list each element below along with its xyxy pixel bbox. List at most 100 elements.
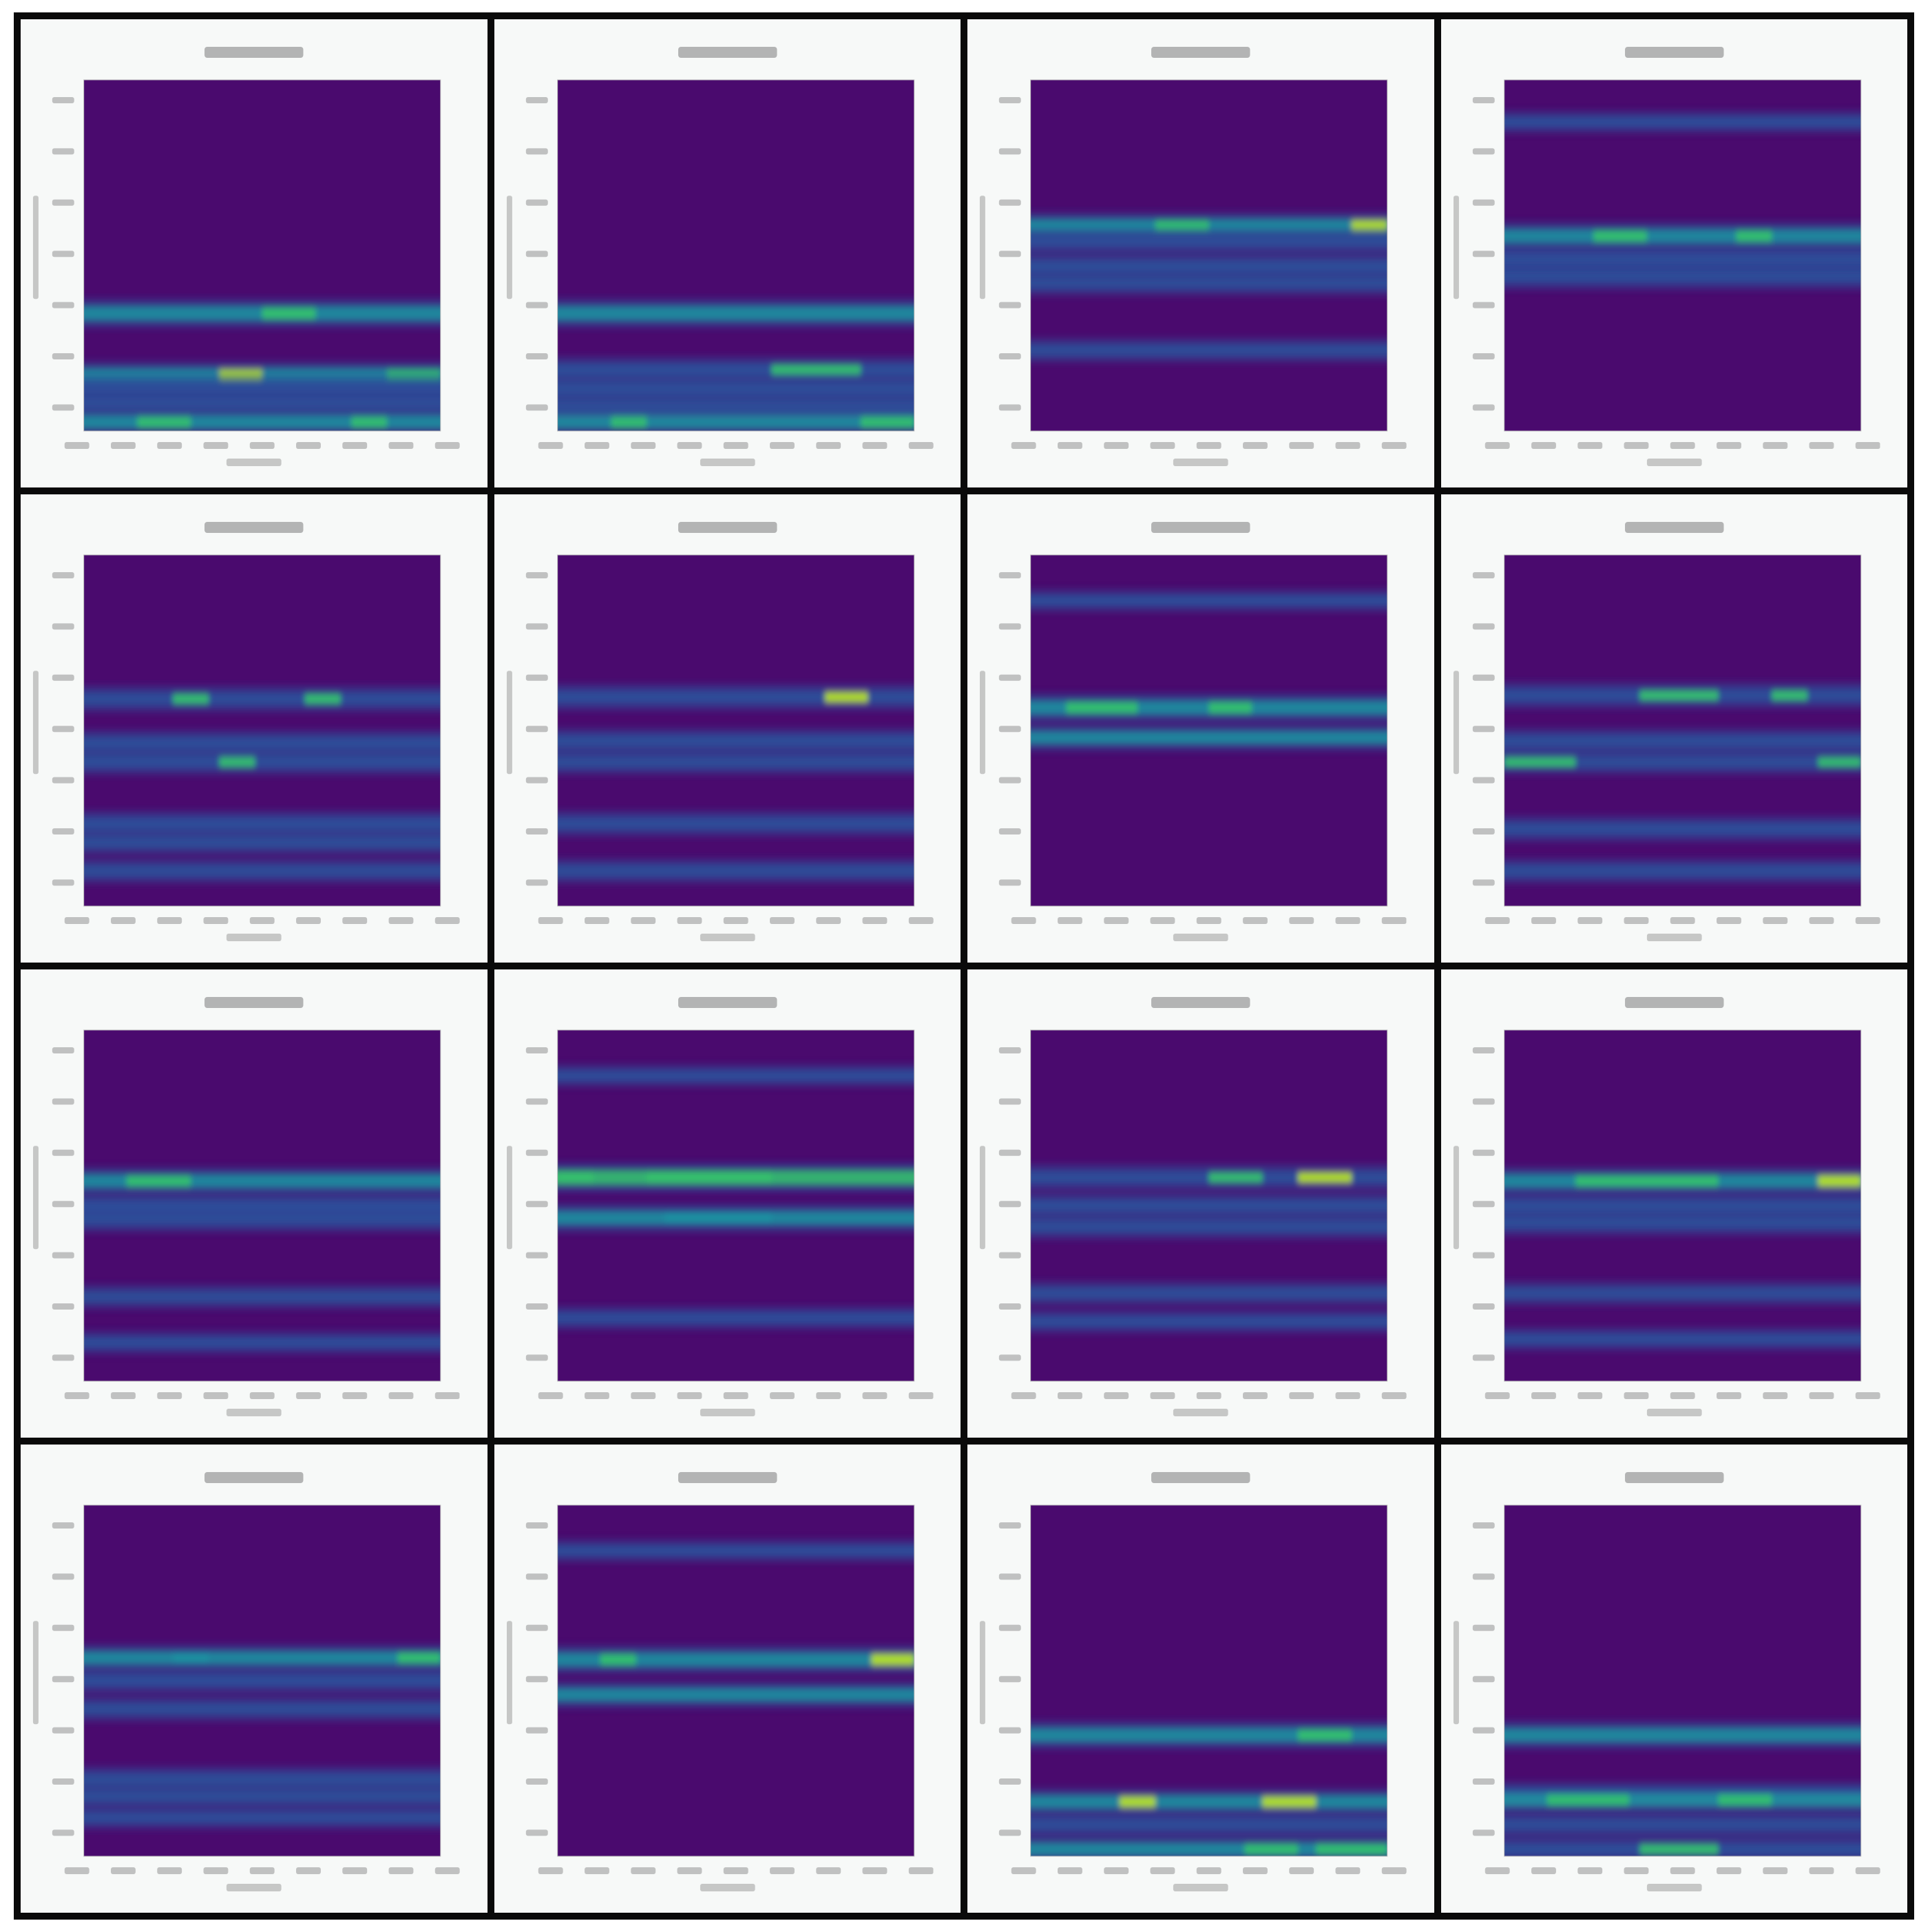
x-tick-blur <box>1762 1867 1787 1874</box>
x-tick-blur <box>1104 1867 1129 1874</box>
y-tick-blur <box>998 879 1021 886</box>
frequency-band <box>83 1290 441 1303</box>
x-axis-label-blur <box>1646 934 1702 941</box>
x-tick-blur <box>1058 1392 1082 1399</box>
frequency-band <box>1504 1287 1861 1300</box>
energy-hotspot <box>351 417 388 428</box>
band-layer <box>557 684 914 884</box>
y-axis-label-blur <box>506 1146 512 1250</box>
y-axis-label-blur <box>506 671 512 775</box>
x-tick-blur <box>1485 917 1510 924</box>
energy-hotspot <box>219 757 255 768</box>
panel-title-blur <box>1624 522 1723 533</box>
frequency-band <box>1504 1818 1861 1831</box>
band-layer <box>83 685 441 884</box>
frequency-band <box>1030 259 1387 273</box>
x-tick-blur <box>1577 917 1602 924</box>
frequency-band <box>1030 344 1387 357</box>
x-tick-blur <box>1716 442 1741 449</box>
y-tick-blur <box>998 572 1021 578</box>
x-axis-label-blur <box>226 1884 282 1891</box>
plot-frame <box>83 1029 441 1382</box>
x-tick-blur <box>723 1392 748 1399</box>
energy-hotspot <box>1504 757 1575 768</box>
x-tick-blur <box>1809 917 1834 924</box>
y-tick-blur <box>52 302 74 308</box>
band-layer <box>83 298 441 431</box>
y-tick-blur <box>52 1354 74 1361</box>
spectrogram-svg <box>32 522 460 941</box>
frequency-band <box>1504 116 1861 128</box>
y-tick-blur <box>1472 404 1495 411</box>
y-tick-blur <box>52 1522 74 1529</box>
y-axis-label-blur <box>1453 1621 1459 1725</box>
x-axis-label-blur <box>1173 1884 1228 1891</box>
x-tick-blur <box>1670 442 1695 449</box>
y-tick-blur <box>52 1624 74 1631</box>
y-tick-blur <box>525 1354 548 1361</box>
frequency-band <box>1504 822 1861 836</box>
frequency-band <box>83 1772 441 1786</box>
x-tick-blur <box>723 442 748 449</box>
y-tick-blur <box>525 302 548 308</box>
frequency-band <box>557 415 914 430</box>
y-tick-blur <box>1472 353 1495 359</box>
x-tick-blur <box>538 1867 563 1874</box>
x-axis-label-blur <box>1173 934 1228 941</box>
energy-hotspot <box>771 364 861 375</box>
y-tick-blur <box>1472 1201 1495 1208</box>
plot-frame <box>1030 79 1388 432</box>
x-axis-label-blur <box>1646 1409 1702 1416</box>
y-tick-blur <box>998 1522 1021 1529</box>
x-tick-blur <box>388 1867 414 1874</box>
x-tick-blur <box>1716 1392 1741 1399</box>
y-tick-blur <box>1472 623 1495 630</box>
x-tick-blur <box>1762 917 1787 924</box>
energy-hotspot <box>1262 1796 1317 1807</box>
x-tick-blur <box>1104 1392 1129 1399</box>
x-tick-blur <box>342 1867 368 1874</box>
y-tick-blur <box>998 302 1021 308</box>
x-tick-blur <box>677 1392 702 1399</box>
y-axis-label-blur <box>506 1621 512 1725</box>
panel-title-blur <box>678 997 777 1008</box>
x-tick-blur <box>1485 1867 1510 1874</box>
energy-hotspot <box>1639 690 1719 701</box>
y-tick-blur <box>525 828 548 834</box>
frequency-band <box>1504 229 1861 244</box>
x-tick-blur <box>862 442 887 449</box>
y-axis-label-blur <box>979 196 985 300</box>
x-tick-blur <box>1531 917 1556 924</box>
x-tick-blur <box>434 442 460 449</box>
y-tick-blur <box>52 1778 74 1785</box>
frequency-band <box>557 690 914 704</box>
frequency-band <box>83 837 441 850</box>
spectrogram-svg <box>506 1472 934 1891</box>
x-tick-blur <box>1196 442 1221 449</box>
frequency-band <box>1030 277 1387 290</box>
x-tick-blur <box>342 1392 368 1399</box>
frequency-band <box>1504 269 1861 284</box>
x-tick-blur <box>1104 917 1129 924</box>
y-tick-blur <box>52 879 74 886</box>
x-tick-blur <box>630 917 655 924</box>
energy-hotspot <box>1639 1844 1719 1855</box>
y-tick-blur <box>1472 1047 1495 1053</box>
spectrogram-svg <box>506 997 934 1416</box>
x-tick-blur <box>1670 917 1695 924</box>
x-tick-blur <box>1624 917 1648 924</box>
x-tick-blur <box>296 442 321 449</box>
x-tick-blur <box>157 442 182 449</box>
frequency-band <box>1504 734 1861 748</box>
band-layer <box>1504 1166 1861 1352</box>
energy-hotspot <box>1771 690 1807 701</box>
x-tick-blur <box>1531 1392 1556 1399</box>
y-axis-label-blur <box>979 1146 985 1250</box>
panel-title-blur <box>1624 1472 1723 1483</box>
panel-title-blur <box>1151 997 1250 1008</box>
energy-hotspot <box>1208 1172 1263 1183</box>
y-axis-label-blur <box>32 1146 39 1250</box>
x-tick-blur <box>111 917 136 924</box>
energy-hotspot <box>304 693 341 704</box>
frequency-band <box>557 1688 914 1702</box>
